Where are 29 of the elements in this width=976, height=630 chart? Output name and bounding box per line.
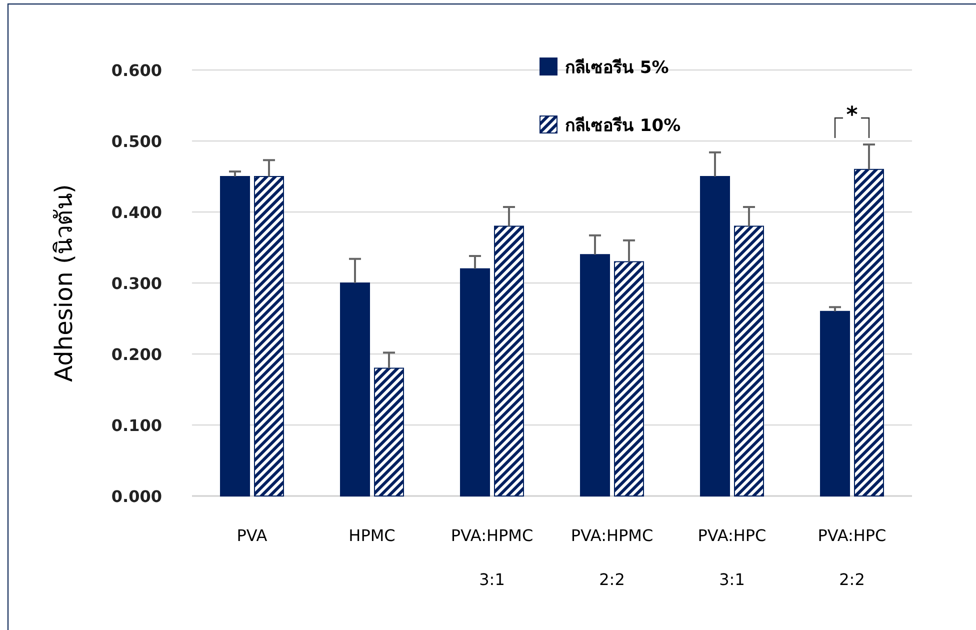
legend-label: กลีเซอรีน 5% [565, 57, 669, 78]
y-tick-label: 0.200 [111, 345, 162, 364]
bar [254, 176, 284, 496]
bar [494, 226, 524, 496]
bar [340, 282, 370, 496]
bar [220, 176, 250, 496]
x-tick-label: HPMC [348, 526, 396, 545]
bar [700, 176, 730, 496]
category-label: PVA:HPC 2:2 [818, 526, 886, 589]
bar [460, 268, 490, 496]
category-label: PVA:HPMC 3:1 [450, 526, 534, 589]
bar [374, 368, 404, 496]
bar [580, 254, 610, 496]
bar [614, 261, 644, 496]
category-label: PVA:HPMC 2:2 [570, 526, 654, 589]
x-tick-label: PVA [236, 526, 268, 545]
bar [734, 226, 764, 496]
y-tick-label: 0.600 [111, 61, 162, 80]
category-label: PVA:HPC 3:1 [698, 526, 766, 589]
y-tick-label: 0.100 [111, 416, 162, 435]
y-tick-label: 0.000 [111, 487, 162, 506]
y-tick-label: 0.300 [111, 274, 162, 293]
legend-label: กลีเซอรีน 10% [565, 115, 681, 136]
y-axis-title: Adhesion (นิวตัน) [50, 184, 78, 382]
y-tick-label: 0.400 [111, 203, 162, 222]
bar [820, 310, 850, 496]
y-tick-label: 0.500 [111, 132, 162, 151]
annotation: * [846, 103, 858, 128]
bar [854, 168, 884, 496]
